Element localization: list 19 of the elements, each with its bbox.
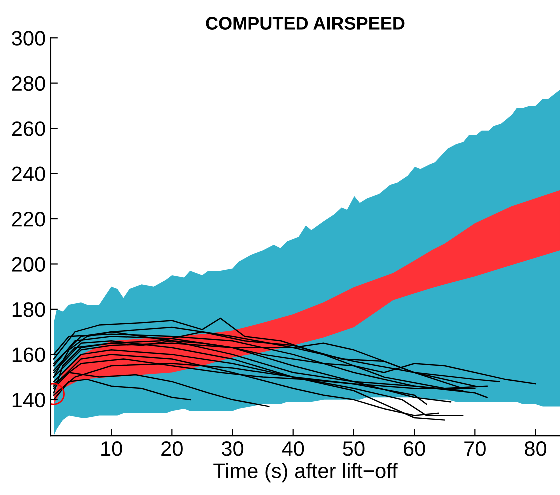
x-tick-label: 50	[343, 442, 365, 456]
y-tick-label: 140	[12, 392, 46, 408]
y-tick-label: 240	[12, 166, 46, 182]
x-axis-title: Time (s) after lift−off	[214, 463, 398, 483]
y-tick-label: 160	[12, 348, 46, 362]
y-tick-label: 280	[12, 76, 46, 92]
x-tick-label: 30	[222, 442, 244, 456]
x-tick-label: 60	[404, 442, 426, 456]
y-tick-label: 180	[12, 302, 46, 318]
x-tick-label: 80	[525, 442, 547, 456]
y-tick-label: 260	[12, 122, 46, 136]
y-tick-label: 220	[12, 212, 46, 227]
y-tick-label: 300	[12, 31, 46, 46]
x-tick-label: 20	[162, 442, 183, 456]
x-tick-label: 10	[102, 442, 122, 456]
y-tick-label: 200	[12, 257, 46, 272]
x-tick-label: 40	[282, 442, 304, 456]
x-tick-label: 70	[464, 442, 486, 456]
chart-title: COMPUTED AIRSPEED	[206, 17, 405, 30]
